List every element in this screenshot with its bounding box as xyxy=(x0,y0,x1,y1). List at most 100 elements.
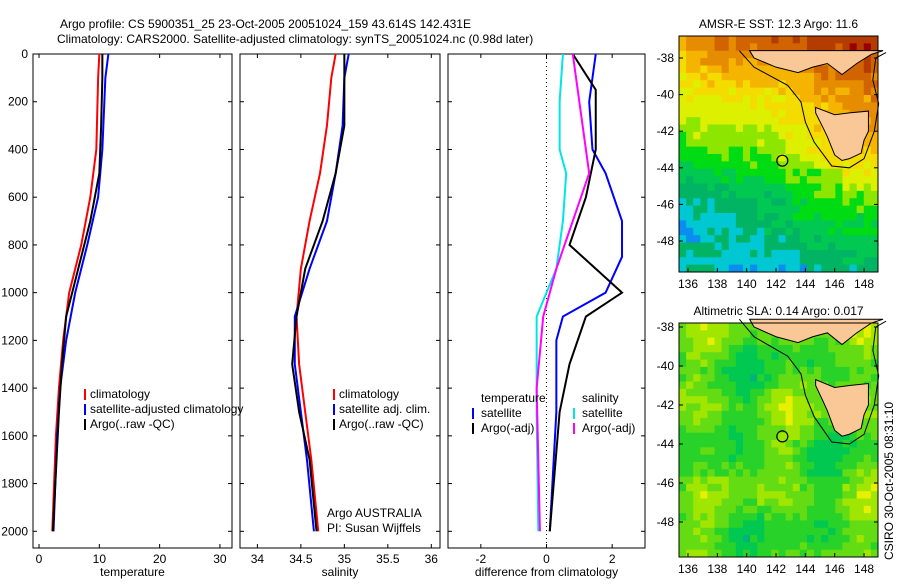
map-cell xyxy=(814,432,822,441)
map-cell xyxy=(707,396,716,404)
map-cell xyxy=(750,549,758,558)
map-cell xyxy=(799,124,808,133)
lon-tick-label: 138 xyxy=(707,277,727,291)
map-cell xyxy=(842,87,851,96)
map-cell xyxy=(842,344,851,353)
map-cell xyxy=(842,264,851,273)
map-cell xyxy=(728,513,737,521)
map-cell xyxy=(757,469,765,478)
map-cell xyxy=(700,109,708,118)
map-cell xyxy=(842,359,851,368)
map-cell xyxy=(835,549,843,558)
map-cell xyxy=(735,242,744,251)
map-cell xyxy=(679,190,687,199)
map-cell xyxy=(849,337,858,346)
map-cell xyxy=(785,198,794,207)
map-cell xyxy=(870,154,879,162)
map-cell xyxy=(835,161,843,170)
map-cell xyxy=(778,161,787,170)
map-cell xyxy=(707,483,716,492)
map-cell xyxy=(828,381,836,390)
map-cell xyxy=(828,359,836,368)
map-cell xyxy=(750,198,758,207)
map-cell xyxy=(771,257,779,266)
map-cell xyxy=(714,337,723,346)
map-cell xyxy=(707,454,716,463)
map-cell xyxy=(728,176,737,184)
map-cell xyxy=(842,374,851,382)
map-cell xyxy=(700,447,708,456)
map-cell xyxy=(686,131,694,140)
map-cell xyxy=(721,58,730,66)
map-cell xyxy=(863,235,872,243)
map-cell xyxy=(686,337,694,346)
map-cell xyxy=(771,80,779,89)
map-cell xyxy=(814,139,822,148)
map-cell xyxy=(778,154,787,162)
map-cell xyxy=(742,220,751,229)
map-cell xyxy=(806,139,815,148)
map-cell xyxy=(842,535,851,543)
map-cell xyxy=(686,95,694,103)
map-cell xyxy=(721,469,730,478)
x-tick-label: 0 xyxy=(543,552,550,566)
map-cell xyxy=(799,498,808,507)
map-cell xyxy=(835,381,843,390)
map-cell xyxy=(742,542,751,551)
map-cell xyxy=(714,176,723,184)
map-cell xyxy=(693,213,701,221)
map-cell xyxy=(856,190,865,199)
map-cell xyxy=(721,264,730,273)
map-cell xyxy=(799,190,808,199)
map-cell xyxy=(728,124,737,133)
map-cell xyxy=(828,535,836,543)
map-cell xyxy=(814,403,822,412)
map-cell xyxy=(693,235,701,243)
map-cell xyxy=(835,235,843,243)
map-cell xyxy=(828,213,836,221)
lat-tick-label: -40 xyxy=(657,88,675,102)
map-cell xyxy=(863,542,872,551)
map-cell xyxy=(856,527,865,536)
map-cell xyxy=(778,410,787,419)
map-cell xyxy=(870,388,879,397)
map-cell xyxy=(806,337,815,346)
x-axis-label: difference from climatology xyxy=(475,565,618,579)
map-cell xyxy=(863,323,872,331)
map-cell xyxy=(842,432,851,441)
map-cell xyxy=(693,381,701,390)
map-cell xyxy=(714,440,723,448)
map-cell xyxy=(785,154,794,162)
map-frame xyxy=(678,35,879,273)
map-cell xyxy=(686,527,694,536)
map-cell xyxy=(778,520,787,529)
map-cell xyxy=(750,36,758,44)
map-cell xyxy=(792,190,801,199)
lat-tick-label: -48 xyxy=(657,234,675,248)
map-cell xyxy=(870,491,879,499)
map-cell xyxy=(707,117,716,125)
map-cell xyxy=(757,461,765,470)
map-cell xyxy=(700,124,708,133)
map-cell xyxy=(714,520,723,529)
map-cell xyxy=(814,242,822,251)
map-cell xyxy=(764,161,772,170)
map-cell xyxy=(735,432,744,441)
map-cell xyxy=(785,43,794,52)
map-cell xyxy=(757,139,765,148)
map-cell xyxy=(821,491,829,499)
map-cell xyxy=(856,483,865,492)
map-cell xyxy=(778,72,787,81)
map-cell xyxy=(693,168,701,177)
map-cell xyxy=(835,168,843,177)
map-cell xyxy=(707,190,716,199)
map-cell xyxy=(863,505,872,514)
map-cell xyxy=(686,124,694,133)
map-cell xyxy=(750,154,758,162)
map-cell xyxy=(870,213,879,221)
map-cell xyxy=(792,242,801,251)
map-cell xyxy=(849,183,858,192)
map-cell xyxy=(870,131,879,140)
map-cell xyxy=(679,131,687,140)
map-cell xyxy=(842,381,851,390)
